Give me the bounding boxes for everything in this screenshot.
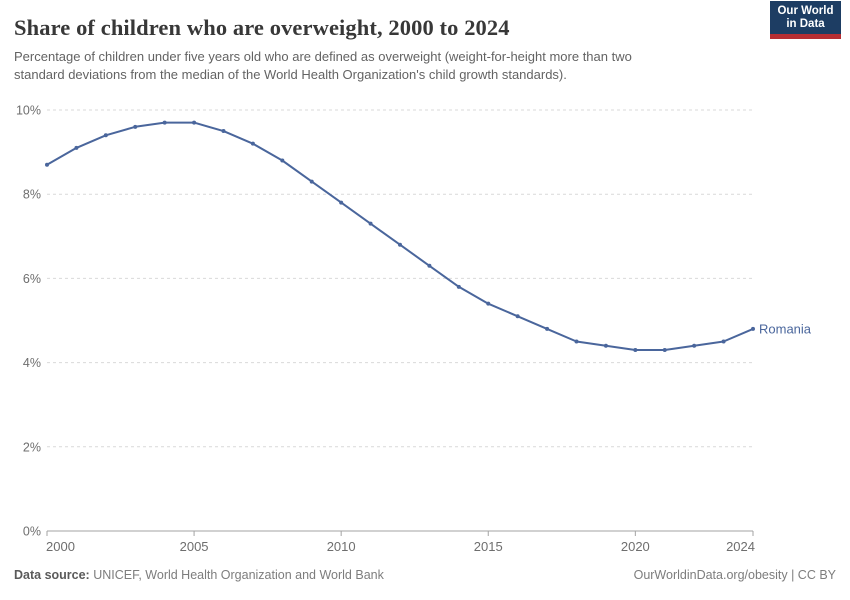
data-point[interactable] [398,242,402,247]
chart-footer: Data source: UNICEF, World Health Organi… [14,568,836,582]
x-tick-label: 2020 [621,539,650,554]
x-tick-label: 2010 [327,539,356,554]
data-point[interactable] [368,221,373,226]
y-tick-label: 0% [23,525,41,539]
owid-logo-line2: in Data [786,18,825,30]
data-point[interactable] [427,263,432,268]
data-point[interactable] [280,158,285,163]
data-source-note: Data source: UNICEF, World Health Organi… [14,568,384,582]
y-tick-label: 2% [23,440,41,454]
data-source-label: Data source: [14,568,90,582]
series-label[interactable]: Romania [759,321,812,336]
x-tick-label: 2024 [726,539,755,554]
data-point[interactable] [221,129,226,134]
data-point[interactable] [545,326,550,331]
data-point[interactable] [162,120,167,125]
data-point[interactable] [45,162,49,167]
data-point[interactable] [574,339,579,344]
data-point[interactable] [309,179,314,184]
owid-logo: Our World in Data [770,1,841,39]
owid-logo-line1: Our World [777,5,834,17]
chart-subtitle: Percentage of children under five years … [14,48,836,83]
data-source-value: UNICEF, World Health Organization and Wo… [89,568,384,582]
data-point[interactable] [721,339,726,344]
data-point[interactable] [515,314,520,319]
owid-logo-box: Our World in Data [770,1,841,34]
data-point[interactable] [339,200,344,205]
y-tick-label: 8% [23,188,41,202]
data-point[interactable] [751,326,755,331]
data-point[interactable] [133,124,138,129]
data-point[interactable] [486,301,491,306]
y-tick-label: 6% [23,272,41,286]
data-point[interactable] [103,133,108,138]
series-line[interactable] [46,121,754,351]
y-tick-label: 10% [16,104,41,118]
x-tick-label: 2005 [180,539,209,554]
chart-subtitle-line2: standard deviations from the median of t… [14,66,567,82]
page-title: Share of children who are overweight, 20… [14,15,510,40]
y-tick-label: 4% [23,356,41,370]
data-point[interactable] [603,343,608,348]
chart-header: Share of children who are overweight, 20… [14,14,836,83]
data-point[interactable] [633,347,638,352]
x-tick-label: 2000 [46,539,75,554]
owid-logo-stripe [770,34,841,39]
x-tick-label: 2015 [474,539,503,554]
data-point[interactable] [192,120,197,125]
data-point[interactable] [456,284,461,289]
data-point[interactable] [250,141,255,146]
attribution-link[interactable]: OurWorldinData.org/obesity | CC BY [633,568,836,582]
data-point[interactable] [662,347,667,352]
chart-subtitle-line1: Percentage of children under five years … [14,49,632,64]
data-point[interactable] [692,343,697,348]
data-point[interactable] [74,145,79,150]
